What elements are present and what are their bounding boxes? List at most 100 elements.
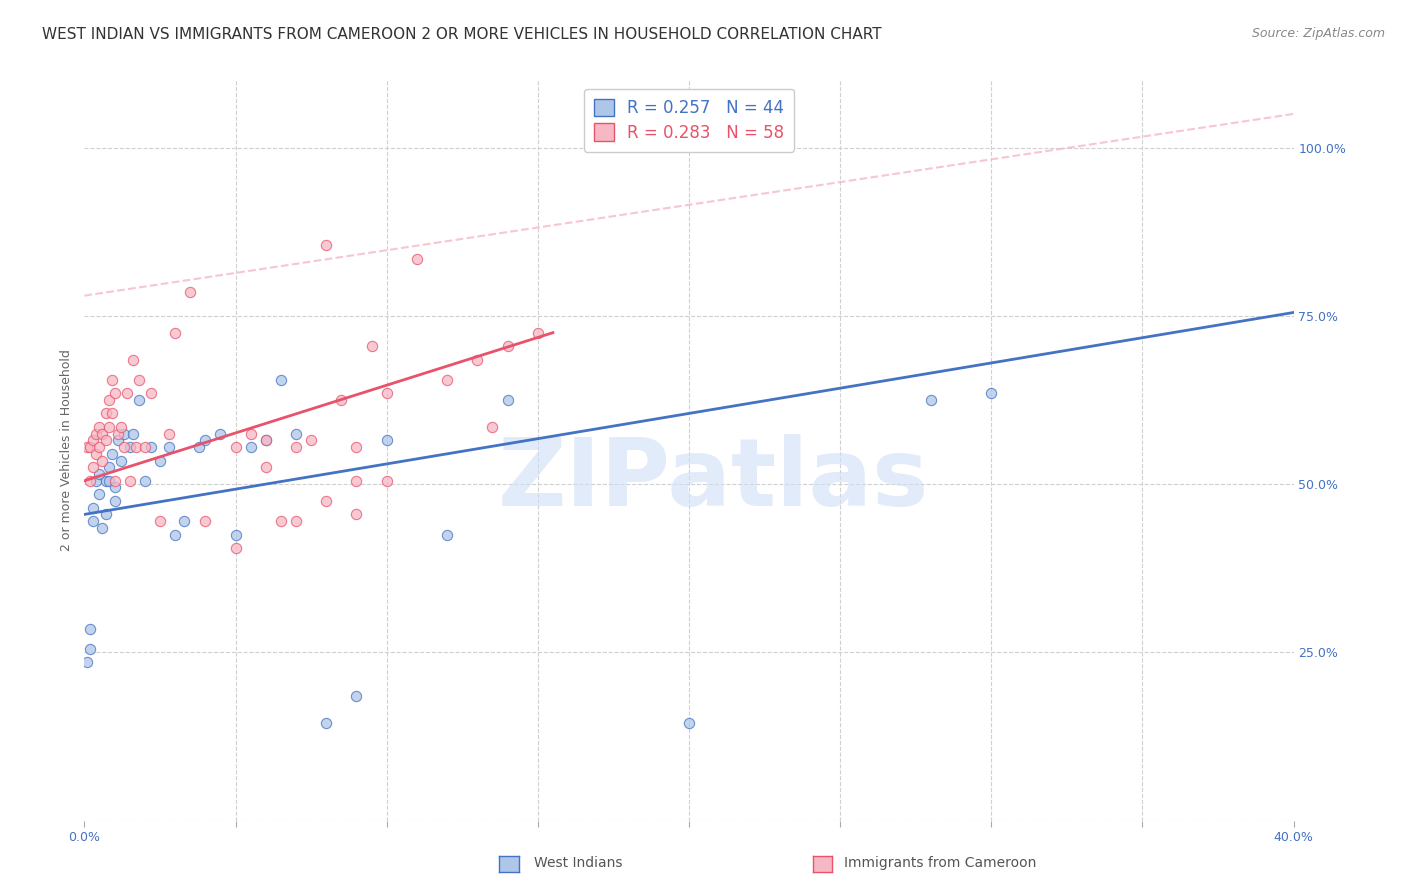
Point bbox=[346, 440, 368, 454]
Point bbox=[82, 434, 104, 448]
Point bbox=[920, 392, 942, 407]
Point bbox=[89, 440, 111, 454]
Point bbox=[270, 514, 292, 528]
Point bbox=[299, 434, 322, 448]
Point bbox=[157, 440, 180, 454]
Point bbox=[86, 447, 108, 461]
Point bbox=[82, 500, 104, 515]
Point bbox=[89, 487, 111, 501]
Text: West Indians: West Indians bbox=[534, 856, 623, 871]
Point bbox=[194, 514, 217, 528]
Point bbox=[97, 420, 120, 434]
Point bbox=[134, 474, 156, 488]
Point bbox=[100, 407, 122, 421]
Point bbox=[527, 326, 550, 340]
Point bbox=[94, 508, 117, 522]
Point bbox=[285, 426, 308, 441]
Point bbox=[94, 407, 117, 421]
Point bbox=[285, 514, 308, 528]
Point bbox=[330, 392, 353, 407]
Point bbox=[270, 373, 292, 387]
Point bbox=[107, 426, 129, 441]
Point bbox=[406, 252, 429, 266]
Point bbox=[76, 440, 98, 454]
Point bbox=[128, 392, 150, 407]
Point bbox=[79, 474, 101, 488]
Point bbox=[375, 434, 398, 448]
Point bbox=[121, 426, 143, 441]
Point bbox=[315, 494, 337, 508]
Point bbox=[496, 392, 519, 407]
Point bbox=[128, 373, 150, 387]
Point bbox=[346, 689, 368, 703]
Point bbox=[165, 326, 187, 340]
Point bbox=[315, 238, 337, 252]
Point bbox=[436, 527, 458, 541]
Point bbox=[496, 339, 519, 353]
Point bbox=[110, 420, 132, 434]
Point bbox=[225, 541, 247, 555]
Point bbox=[94, 474, 117, 488]
Point bbox=[678, 716, 700, 731]
Point bbox=[360, 339, 382, 353]
Point bbox=[179, 285, 201, 300]
Point bbox=[100, 447, 122, 461]
Point bbox=[239, 426, 262, 441]
Point bbox=[118, 440, 141, 454]
Y-axis label: 2 or more Vehicles in Household: 2 or more Vehicles in Household bbox=[60, 350, 73, 551]
Point bbox=[104, 386, 127, 401]
Point bbox=[89, 420, 111, 434]
Point bbox=[285, 440, 308, 454]
Point bbox=[79, 440, 101, 454]
Point bbox=[86, 426, 108, 441]
Point bbox=[239, 440, 262, 454]
Point bbox=[481, 420, 503, 434]
Point bbox=[91, 521, 114, 535]
Point bbox=[89, 467, 111, 481]
Point bbox=[980, 386, 1002, 401]
Text: ZIPatlas: ZIPatlas bbox=[498, 434, 929, 526]
Point bbox=[91, 453, 114, 467]
Point bbox=[149, 453, 172, 467]
Point bbox=[173, 514, 195, 528]
Point bbox=[346, 508, 368, 522]
Point bbox=[82, 460, 104, 475]
Point bbox=[125, 440, 148, 454]
Point bbox=[346, 474, 368, 488]
Point bbox=[375, 474, 398, 488]
Point bbox=[100, 373, 122, 387]
Point bbox=[254, 434, 277, 448]
Point bbox=[157, 426, 180, 441]
Point bbox=[97, 460, 120, 475]
Point bbox=[97, 474, 120, 488]
Text: WEST INDIAN VS IMMIGRANTS FROM CAMEROON 2 OR MORE VEHICLES IN HOUSEHOLD CORRELAT: WEST INDIAN VS IMMIGRANTS FROM CAMEROON … bbox=[42, 27, 882, 42]
Point bbox=[110, 453, 132, 467]
Point bbox=[112, 440, 135, 454]
Point bbox=[254, 460, 277, 475]
Point bbox=[436, 373, 458, 387]
Point bbox=[82, 514, 104, 528]
Point bbox=[112, 426, 135, 441]
Point bbox=[76, 656, 98, 670]
Point bbox=[97, 392, 120, 407]
Point bbox=[134, 440, 156, 454]
Point bbox=[104, 481, 127, 495]
Point bbox=[115, 386, 138, 401]
Point bbox=[188, 440, 211, 454]
Text: Immigrants from Cameroon: Immigrants from Cameroon bbox=[844, 856, 1036, 871]
Point bbox=[194, 434, 217, 448]
Point bbox=[139, 440, 162, 454]
Point bbox=[104, 494, 127, 508]
Point bbox=[315, 716, 337, 731]
Point bbox=[94, 434, 117, 448]
Point bbox=[86, 474, 108, 488]
Point bbox=[225, 527, 247, 541]
Point bbox=[467, 352, 489, 367]
Point bbox=[91, 426, 114, 441]
Point bbox=[79, 642, 101, 657]
Point bbox=[149, 514, 172, 528]
Point bbox=[165, 527, 187, 541]
Point bbox=[107, 434, 129, 448]
Point bbox=[104, 474, 127, 488]
Point bbox=[225, 440, 247, 454]
